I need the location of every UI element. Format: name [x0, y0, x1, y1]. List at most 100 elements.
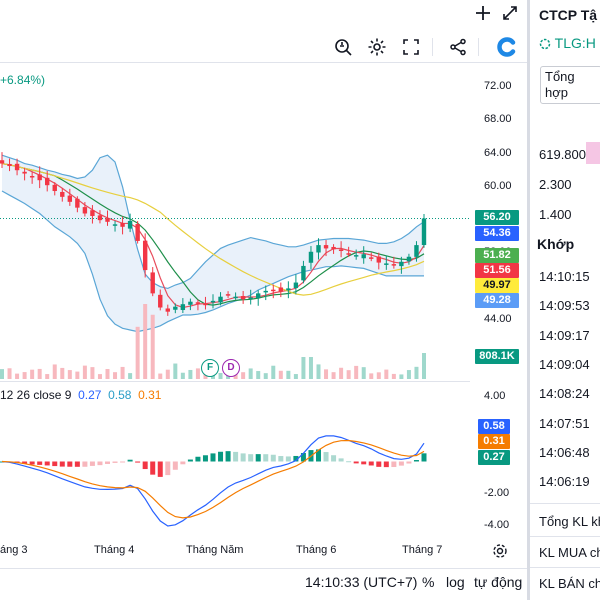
candle-body	[97, 215, 103, 221]
fullscreen-icon[interactable]	[398, 34, 424, 60]
macd-histogram-bar	[323, 452, 329, 462]
stat-volume: 619.800	[539, 147, 586, 162]
bottom-bar: 14:10:33 (UTC+7) % log tự động	[0, 568, 527, 601]
price-box: 54.36	[475, 226, 519, 241]
macd-value-box: 0.58	[478, 419, 510, 434]
signal-line	[1, 439, 425, 519]
macd-histogram-bar	[112, 461, 118, 463]
macd-histogram-bar	[195, 456, 201, 462]
macd-histogram-bar	[97, 461, 103, 466]
macd-histogram-bar	[398, 461, 404, 466]
plus-icon[interactable]	[470, 0, 496, 26]
volume-bar	[346, 370, 351, 379]
time-axis-label: Tháng 7	[402, 544, 443, 556]
macd-histogram-bar	[22, 461, 28, 464]
candle-body	[142, 240, 148, 271]
magic-icon[interactable]	[330, 34, 356, 60]
price-chart[interactable]	[0, 60, 470, 380]
event-marker-f[interactable]: F	[201, 359, 219, 377]
volume-bar	[339, 367, 344, 379]
stat-2: 2.300	[539, 177, 572, 192]
toolbar-separator	[432, 38, 433, 56]
volume-bar	[241, 372, 246, 379]
clock-time: 14:10:33 (UTC+7)	[305, 574, 418, 590]
macd-histogram-bar	[180, 461, 186, 465]
macd-histogram-bar	[346, 461, 352, 463]
tab-summary[interactable]: Tổng hợp	[540, 66, 600, 104]
volume-bar	[324, 369, 329, 379]
volume-bar	[158, 373, 163, 379]
candle-body	[278, 287, 284, 292]
candle-body	[384, 263, 389, 265]
volume-bar	[22, 372, 27, 379]
toolbar-separator	[478, 38, 479, 56]
candle-body	[263, 290, 268, 293]
macd-histogram-bar	[278, 456, 284, 462]
chart-area[interactable]: +6.84%) 72.0068.0064.0060.0056.0052.0048…	[0, 0, 527, 600]
summary-total: Tổng KL kh	[539, 514, 600, 529]
macd-histogram-bar	[300, 452, 306, 462]
volume-bar	[128, 373, 133, 379]
trades-header: Khớp	[537, 236, 575, 252]
macd-histogram-bar	[218, 451, 224, 462]
volume-bar	[195, 368, 200, 379]
expand-icon[interactable]	[497, 0, 523, 26]
price-box: 49.28	[475, 293, 519, 308]
pane-separator[interactable]	[0, 381, 470, 382]
candle-body	[37, 174, 42, 181]
macd-histogram-bar	[285, 456, 291, 462]
candle-body	[248, 297, 253, 300]
bollinger-upper	[1, 154, 425, 290]
macd-histogram-bar	[52, 461, 58, 467]
candle-body	[75, 198, 80, 208]
volume-bar	[286, 370, 291, 379]
price-axis-label: 68.00	[484, 113, 512, 126]
candle-body	[256, 293, 261, 299]
summary-sell: KL BÁN ch	[539, 576, 600, 591]
logo-icon[interactable]	[494, 34, 520, 60]
settings-icon[interactable]	[492, 543, 508, 564]
candle-body	[240, 296, 246, 300]
candle-body	[203, 303, 208, 306]
macd-value: 0.27	[78, 388, 102, 402]
chart-toolbar	[0, 30, 527, 63]
volume-bar	[354, 365, 359, 379]
candle-body	[316, 245, 321, 253]
price-box: 51.82	[475, 248, 519, 263]
volume-bar	[52, 364, 57, 379]
candle-body	[225, 294, 231, 296]
macd-histogram-bar	[353, 461, 359, 464]
time-axis-label: Tháng 6	[296, 544, 337, 556]
candle-body	[14, 163, 20, 171]
candle-body	[399, 261, 404, 267]
macd-histogram-bar	[127, 459, 133, 462]
panel-divider[interactable]	[527, 0, 530, 600]
volume-bar	[271, 365, 276, 379]
log-toggle[interactable]: log	[446, 574, 465, 590]
macd-histogram-bar	[263, 454, 269, 462]
volume-bar	[263, 373, 268, 379]
candle-body	[391, 264, 397, 266]
macd-histogram-bar	[233, 451, 239, 462]
candle-body	[165, 308, 170, 312]
volume-bar	[369, 373, 374, 379]
volume-bar	[278, 370, 283, 379]
macd-histogram-bar	[29, 461, 35, 465]
candle-body	[361, 254, 366, 259]
auto-toggle[interactable]: tự động	[474, 574, 523, 590]
candle-body	[112, 224, 118, 226]
event-marker-d[interactable]: D	[222, 359, 240, 377]
candle-body	[60, 191, 65, 197]
candle-body	[218, 296, 223, 303]
macd-histogram-bar	[270, 454, 276, 462]
macd-chart[interactable]	[0, 395, 470, 535]
macd-histogram-bar	[74, 461, 80, 467]
volume-bar	[30, 369, 35, 379]
divider-line	[530, 503, 600, 504]
macd-histogram-bar	[316, 449, 321, 462]
hist-value: 0.31	[138, 388, 162, 402]
share-icon[interactable]	[445, 34, 471, 60]
percent-toggle[interactable]: %	[422, 574, 435, 590]
gear-icon[interactable]	[364, 34, 390, 60]
candle-body	[323, 245, 329, 249]
